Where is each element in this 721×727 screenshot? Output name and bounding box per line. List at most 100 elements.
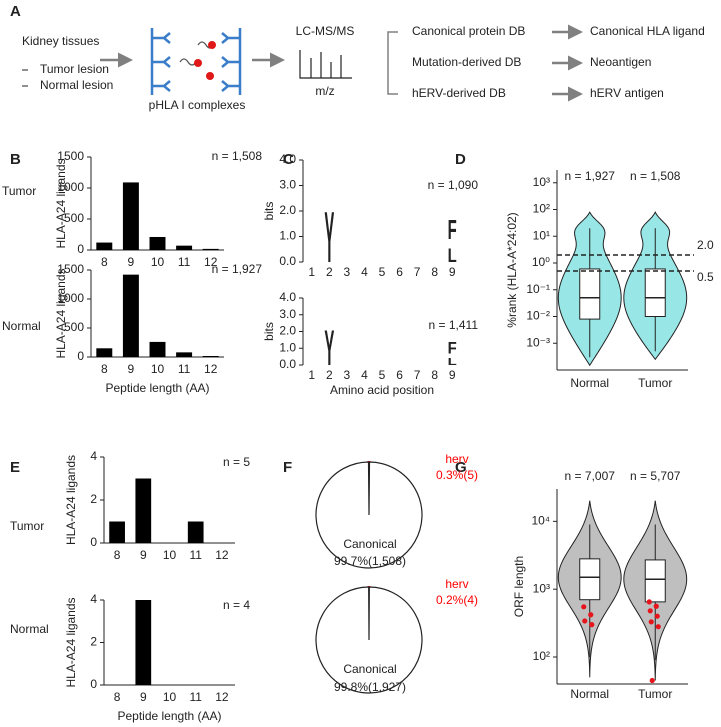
row-label: Tumor bbox=[2, 184, 36, 198]
x-tick-label: 10 bbox=[163, 690, 177, 704]
y-tick-label: 3.0 bbox=[279, 178, 296, 192]
x-tick-label: Tumor bbox=[638, 376, 672, 390]
x-axis-label: Amino acid position bbox=[330, 383, 434, 397]
x-tick-label: 1 bbox=[308, 265, 315, 279]
logo-letter: L bbox=[448, 356, 457, 367]
database: hERV-derived DB bbox=[412, 86, 506, 100]
bar bbox=[187, 521, 204, 543]
bar bbox=[122, 182, 139, 250]
annotation: n = 1,927 bbox=[565, 169, 616, 183]
point bbox=[646, 599, 652, 605]
panel-label: D bbox=[455, 151, 466, 168]
database: Canonical protein DB bbox=[412, 24, 525, 38]
bar bbox=[176, 245, 193, 250]
slice-value: 99.8%(1,927) bbox=[334, 680, 406, 694]
annotation: n = 1,508 bbox=[630, 169, 681, 183]
spectrum-axis: m/z bbox=[315, 84, 334, 98]
panel-label: F bbox=[283, 459, 292, 476]
y-tick-label: 4.0 bbox=[279, 290, 296, 304]
annotation: n = 5 bbox=[223, 455, 250, 469]
y-tick-label: 0 bbox=[77, 242, 84, 256]
annotation: n = 1,411 bbox=[429, 318, 479, 332]
logo-letter: Y bbox=[324, 319, 334, 376]
annotation: n = 4 bbox=[223, 598, 250, 612]
logo-letter: L bbox=[448, 244, 457, 266]
y-tick-label: 10⁻¹ bbox=[526, 282, 550, 296]
slice-value: 0.3%(5) bbox=[436, 468, 478, 482]
y-axis-label: HLA-A24 ligands bbox=[54, 268, 68, 358]
y-tick-label: 500 bbox=[64, 320, 84, 334]
x-tick-label: 11 bbox=[189, 548, 202, 562]
y-tick-label: 0 bbox=[90, 535, 97, 549]
y-tick-label: 3.0 bbox=[279, 307, 296, 321]
x-tick-label: 11 bbox=[189, 690, 202, 704]
x-tick-label: 9 bbox=[449, 265, 456, 279]
slice-name: Canonical bbox=[343, 537, 396, 551]
complex-label: pHLA I complexes bbox=[149, 98, 246, 112]
y-axis-label: ORF length bbox=[512, 556, 526, 617]
x-tick-label: 10 bbox=[163, 548, 177, 562]
panel-label: B bbox=[10, 151, 21, 168]
y-tick-label: 4 bbox=[90, 449, 97, 463]
x-tick-label: 5 bbox=[379, 265, 386, 279]
point bbox=[647, 608, 653, 614]
x-tick-label: 6 bbox=[396, 265, 403, 279]
bar bbox=[149, 341, 166, 357]
logo-letter: F bbox=[448, 214, 457, 245]
y-tick-label: 0.0 bbox=[279, 254, 296, 268]
x-tick-label: 2 bbox=[326, 265, 333, 279]
point bbox=[655, 624, 661, 630]
y-tick-label: 2.0 bbox=[279, 324, 296, 338]
x-tick-label: Tumor bbox=[638, 687, 672, 701]
y-tick-label: 10⁻² bbox=[526, 309, 550, 323]
point bbox=[654, 613, 660, 619]
box bbox=[644, 559, 666, 603]
annotation: n = 5,707 bbox=[630, 469, 681, 483]
annotation: n = 1,090 bbox=[428, 178, 479, 192]
y-tick-label: 10³ bbox=[533, 175, 550, 189]
x-tick-label: 8 bbox=[114, 548, 121, 562]
point bbox=[649, 677, 655, 684]
y-tick-label: 1.0 bbox=[279, 340, 296, 354]
x-tick-label: 9 bbox=[128, 362, 135, 376]
y-tick-label: 500 bbox=[64, 211, 84, 225]
x-tick-label: 7 bbox=[414, 368, 421, 382]
x-tick-label: 6 bbox=[396, 368, 403, 382]
x-tick-label: 9 bbox=[140, 690, 147, 704]
point bbox=[653, 603, 659, 609]
spectrum-icon bbox=[299, 50, 352, 79]
x-tick-label: 9 bbox=[128, 255, 135, 269]
bar bbox=[202, 248, 219, 250]
y-tick-label: 10⁻³ bbox=[526, 335, 550, 349]
y-axis-label: HLA-A24 ligands bbox=[64, 455, 78, 545]
bar bbox=[109, 521, 125, 543]
y-tick-label: 1500 bbox=[57, 262, 84, 276]
x-tick-label: 8 bbox=[101, 255, 108, 269]
y-tick-label: 2.0 bbox=[279, 203, 296, 217]
x-tick-label: 9 bbox=[140, 548, 147, 562]
slice-value: 0.2%(4) bbox=[436, 593, 478, 607]
y-tick-label: 0 bbox=[77, 349, 84, 363]
row-label: Normal bbox=[2, 319, 41, 333]
y-tick-label: 1000 bbox=[57, 291, 84, 305]
x-tick-label: 12 bbox=[204, 362, 218, 376]
x-tick-label: 4 bbox=[361, 368, 368, 382]
x-axis-label: Peptide length (AA) bbox=[105, 381, 209, 395]
x-tick-label: 4 bbox=[361, 265, 368, 279]
x-tick-label: 3 bbox=[344, 368, 351, 382]
y-tick-label: 4 bbox=[90, 592, 97, 606]
lesion: Tumor lesion bbox=[40, 62, 109, 76]
x-tick-label: 10 bbox=[151, 362, 165, 376]
box bbox=[644, 268, 666, 318]
y-tick-label: 10¹ bbox=[533, 228, 550, 242]
x-tick-label: 8 bbox=[431, 265, 438, 279]
x-tick-label: 7 bbox=[414, 265, 421, 279]
bracket bbox=[387, 31, 398, 95]
annotation: n = 1,927 bbox=[212, 262, 263, 276]
threshold-label: 0.5 bbox=[697, 270, 714, 284]
bar bbox=[135, 600, 152, 685]
box bbox=[579, 558, 601, 601]
slice-name: herv bbox=[445, 452, 468, 466]
